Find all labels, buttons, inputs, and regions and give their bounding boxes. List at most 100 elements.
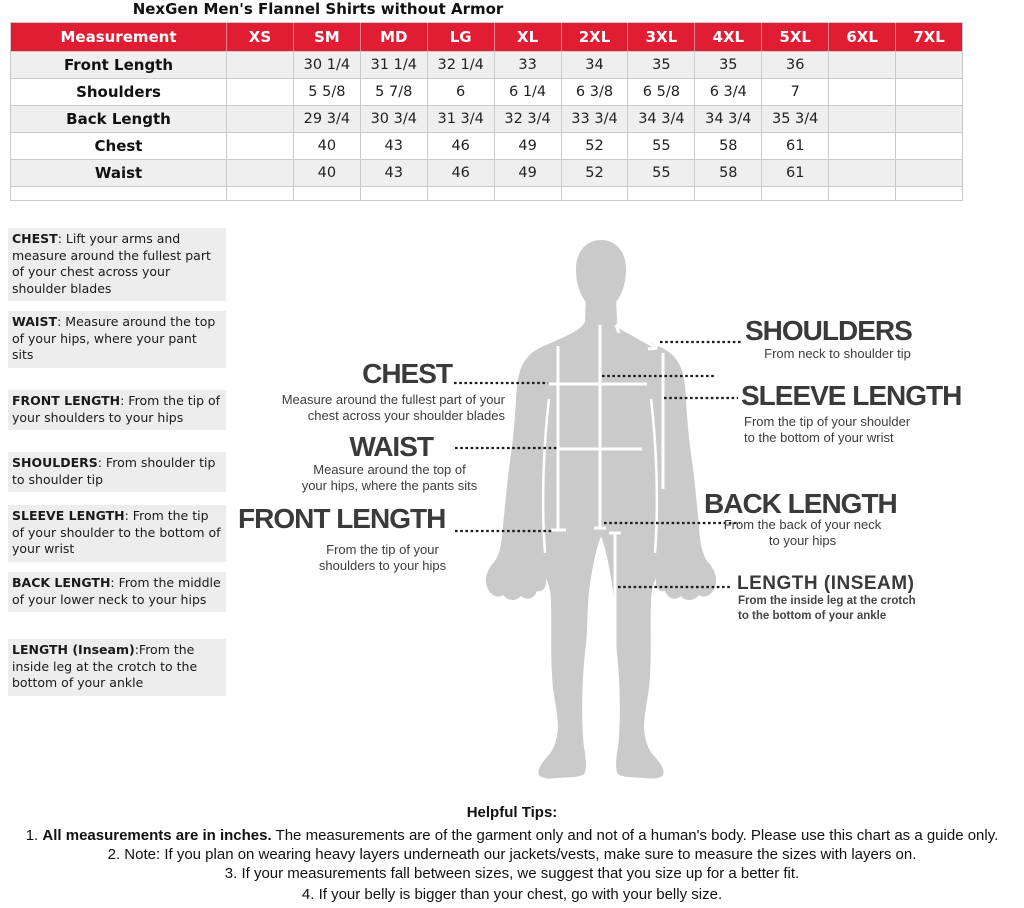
column-header: 3XL [627, 22, 696, 52]
tip-number: 1. [25, 827, 43, 844]
definition-term: FRONT LENGTH [12, 393, 121, 408]
table-cell [694, 186, 763, 201]
table-cell [828, 105, 897, 133]
table-cell: 34 3/4 [627, 105, 696, 133]
row-label: Back Length [10, 105, 227, 133]
inseam-label: LENGTH (INSEAM) [737, 573, 915, 594]
table-cell: 35 3/4 [761, 105, 830, 133]
front-length-measure-line [551, 346, 566, 532]
tip-number: 4. [301, 885, 319, 903]
table-cell: 40 [292, 132, 361, 160]
table-cell: 6 3/8 [560, 78, 629, 106]
table-cell: 6 1/4 [493, 78, 562, 106]
definition-waist: WAIST: Measure around the top of your hi… [8, 311, 226, 368]
head-silhouette [576, 240, 626, 310]
table-cell [359, 186, 428, 201]
table-cell [292, 186, 361, 201]
table-cell: 29 3/4 [292, 105, 361, 133]
table-cell [226, 78, 294, 106]
back-length-label: BACK LENGTH [704, 488, 898, 519]
tip-number: 2. [107, 846, 125, 864]
table-cell [761, 186, 830, 201]
definition-text: : From the tip of your shoulder to the b… [12, 508, 221, 556]
table-cell: 7 [761, 78, 830, 106]
shoulders-label: SHOULDERS [745, 315, 913, 346]
column-header: MD [359, 22, 428, 52]
table-cell [895, 78, 963, 106]
table-header-row: Measurement XS SM MD LG XL 2XL 3XL 4XL 5… [10, 22, 963, 52]
table-cell: 32 3/4 [493, 105, 562, 133]
tip-item: 1. All measurements are in inches. The m… [0, 826, 1024, 845]
column-header: XS [226, 22, 294, 52]
table-row: Front Length 30 1/4 31 1/4 32 1/4 33 34 35 35 36 [10, 51, 963, 79]
row-label: Chest [10, 132, 227, 160]
table-cell [560, 186, 629, 201]
inseam-measure-line [609, 531, 621, 735]
table-cell [226, 132, 294, 160]
column-header: 2XL [560, 22, 629, 52]
tip-number: 3. [224, 865, 242, 883]
table-cell: 33 3/4 [560, 105, 629, 133]
column-header: 7XL [895, 22, 963, 52]
table-cell: 46 [426, 159, 495, 187]
table-cell: 58 [694, 159, 763, 187]
table-cell: 6 [426, 78, 495, 106]
front-length-label-desc: From the tip of your shoulders to your h… [318, 542, 447, 573]
tip-item: 2. Note: If you plan on wearing heavy la… [0, 845, 1024, 864]
definition-term: BACK LENGTH [12, 575, 111, 590]
chest-label: CHEST [362, 358, 453, 389]
table-cell: 43 [359, 132, 428, 160]
sleeve-length-label-desc: From the tip of your shoulder to the bot… [744, 414, 911, 445]
table-cell: 52 [560, 159, 629, 187]
table-cell [895, 105, 963, 133]
definition-text: : Lift your arms and measure around the … [12, 231, 211, 296]
tips-heading: Helpful Tips: [466, 804, 558, 821]
column-header: Measurement [10, 22, 227, 52]
table-cell: 31 3/4 [426, 105, 495, 133]
back-length-measure-line [594, 325, 606, 530]
table-cell: 55 [627, 159, 696, 187]
table-cell [828, 51, 897, 79]
table-cell: 30 1/4 [292, 51, 361, 79]
definition-front-length: FRONT LENGTH: From the tip of your shoul… [8, 390, 226, 430]
table-cell: 49 [493, 132, 562, 160]
definition-text: : From the middle of your lower neck to … [12, 575, 221, 607]
table-cell: 30 3/4 [359, 105, 428, 133]
table-cell: 35 [627, 51, 696, 79]
tip-text: If your measurements fall between sizes,… [241, 865, 800, 883]
arm-separator-right [649, 398, 659, 554]
table-cell: 55 [627, 132, 696, 160]
table-cell: 43 [359, 159, 428, 187]
definition-term: SLEEVE LENGTH [12, 508, 125, 523]
column-header: 4XL [694, 22, 763, 52]
table-row: Chest 40 43 46 49 52 55 58 61 [10, 132, 963, 160]
table-cell: 58 [694, 132, 763, 160]
table-cell [226, 159, 294, 187]
table-row: Waist 40 43 46 49 52 55 58 61 [10, 159, 963, 187]
table-cell: 5 7/8 [359, 78, 428, 106]
definition-shoulders: SHOULDERS: From shoulder tip to shoulder… [8, 452, 226, 492]
table-cell [426, 186, 495, 201]
helpful-tips-section: Helpful Tips: 1. All measurements are in… [0, 804, 1024, 904]
column-header: LG [426, 22, 495, 52]
waist-label-desc: Measure around the top of your hips, whe… [301, 462, 478, 493]
back-length-label-desc: From the back of your neck to your hips [723, 517, 882, 548]
table-cell [895, 186, 963, 201]
table-cell: 6 5/8 [627, 78, 696, 106]
column-header: 6XL [828, 22, 897, 52]
table-cell [828, 159, 897, 187]
table-cell: 31 1/4 [359, 51, 428, 79]
table-cell: 5 5/8 [292, 78, 361, 106]
column-header: XL [493, 22, 562, 52]
definition-term: WAIST [12, 314, 58, 329]
table-cell [895, 51, 963, 79]
table-cell: 52 [560, 132, 629, 160]
column-header: 5XL [761, 22, 830, 52]
tip-text: If your belly is bigger than your chest,… [318, 885, 723, 903]
inseam-label-desc: From the inside leg at the crotch to the… [738, 595, 916, 622]
size-table: Measurement XS SM MD LG XL 2XL 3XL 4XL 5… [10, 22, 963, 201]
table-cell [627, 186, 696, 201]
table-cell: 35 [694, 51, 763, 79]
definition-term: SHOULDERS [12, 455, 98, 470]
